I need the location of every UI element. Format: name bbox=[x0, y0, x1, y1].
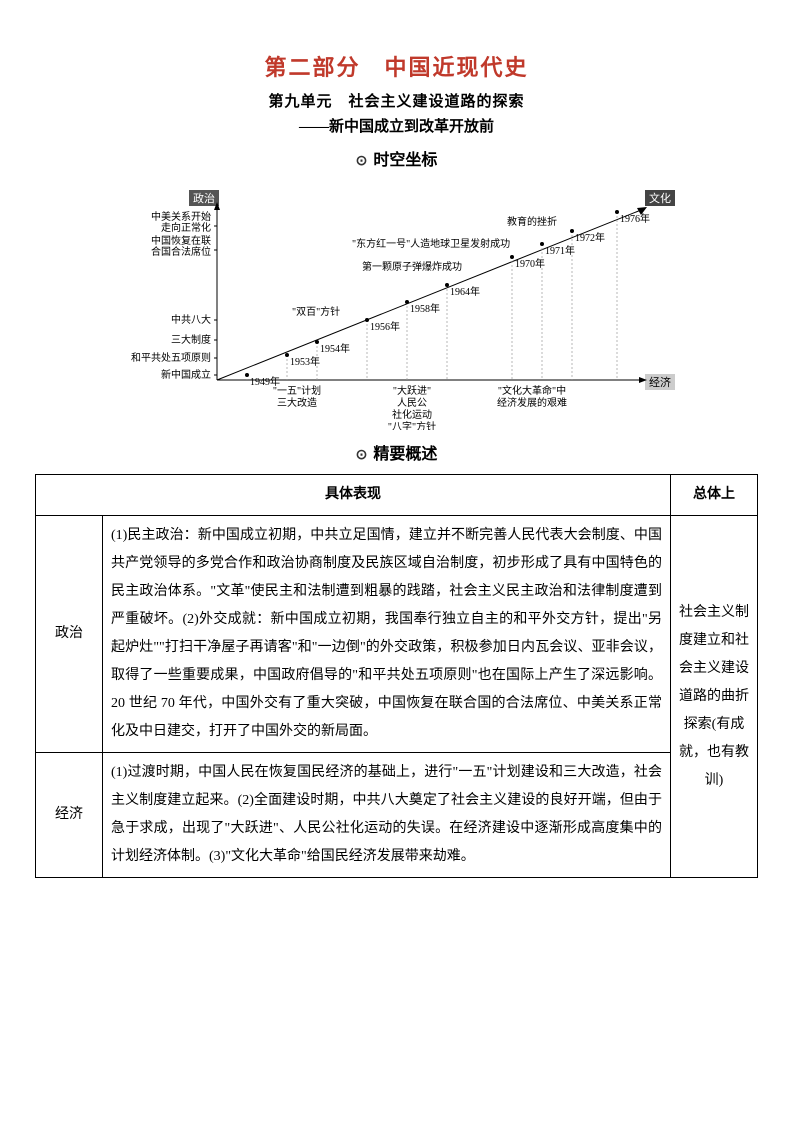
summary-table: 具体表现 总体上 政治 (1)民主政治：新中国成立初期，中共立足国情，建立并不断… bbox=[35, 474, 758, 878]
table-header-row: 具体表现 总体上 bbox=[36, 475, 758, 516]
svg-text:和平共处五项原则: 和平共处五项原则 bbox=[131, 351, 211, 364]
svg-text:三大制度: 三大制度 bbox=[171, 333, 211, 346]
svg-text:"大跃进": "大跃进" bbox=[392, 384, 430, 397]
svg-text:"文化大革命"中: "文化大革命"中 bbox=[497, 384, 565, 397]
svg-text:1958年: 1958年 bbox=[410, 302, 440, 315]
svg-text:新中国成立: 新中国成立 bbox=[161, 368, 211, 381]
svg-text:人民公: 人民公 bbox=[397, 397, 427, 409]
svg-text:文化: 文化 bbox=[649, 191, 671, 205]
svg-text:社化运动: 社化运动 bbox=[392, 408, 432, 421]
svg-text:中美关系开始: 中美关系开始 bbox=[151, 210, 211, 223]
unit-title: 第九单元 社会主义建设道路的探索 bbox=[35, 90, 758, 111]
content-cell: (1)过渡时期，中国人民在恢复国民经济的基础上，进行"一五"计划建设和三大改造，… bbox=[103, 753, 671, 878]
category-cell: 经济 bbox=[36, 753, 103, 878]
content-cell: (1)民主政治：新中国成立初期，中共立足国情，建立并不断完善人民代表大会制度、中… bbox=[103, 516, 671, 753]
section-header-2: 精要概述 bbox=[35, 440, 758, 464]
header-col2: 具体表现 bbox=[36, 475, 671, 516]
section-header-1: 时空坐标 bbox=[35, 146, 758, 170]
svg-text:三大改造: 三大改造 bbox=[277, 396, 317, 409]
svg-text:1970年: 1970年 bbox=[515, 257, 545, 270]
svg-text:"双百"方针: "双百"方针 bbox=[292, 305, 340, 318]
timeline-chart: 政治文化经济1949年1953年1954年1956年1958年1964年1970… bbox=[117, 180, 677, 430]
svg-text:1976年: 1976年 bbox=[620, 212, 650, 225]
header-col3: 总体上 bbox=[671, 475, 758, 516]
table-row: 经济 (1)过渡时期，中国人民在恢复国民经济的基础上，进行"一五"计划建设和三大… bbox=[36, 753, 758, 878]
svg-text:经济发展的艰难: 经济发展的艰难 bbox=[497, 396, 567, 409]
svg-text:走向正常化: 走向正常化 bbox=[161, 221, 211, 234]
svg-text:"东方红一号"人造地球卫星发射成功: "东方红一号"人造地球卫星发射成功 bbox=[352, 237, 510, 250]
svg-text:1971年: 1971年 bbox=[545, 244, 575, 257]
svg-text:1954年: 1954年 bbox=[320, 342, 350, 355]
svg-text:教育的挫折: 教育的挫折 bbox=[507, 215, 557, 228]
svg-text:第一颗原子弹爆炸成功: 第一颗原子弹爆炸成功 bbox=[362, 260, 462, 273]
svg-text:合国合法席位: 合国合法席位 bbox=[151, 245, 211, 258]
overall-cell: 社会主义制度建立和社会主义建设道路的曲折探索(有成就，也有教训) bbox=[671, 516, 758, 878]
svg-text:中共八大: 中共八大 bbox=[171, 313, 211, 326]
svg-text:1972年: 1972年 bbox=[575, 231, 605, 244]
category-cell: 政治 bbox=[36, 516, 103, 753]
main-title: 第二部分 中国近现代史 bbox=[35, 50, 758, 82]
svg-text:"八字"方针: "八字"方针 bbox=[387, 420, 435, 430]
svg-text:1953年: 1953年 bbox=[290, 355, 320, 368]
svg-text:经济: 经济 bbox=[649, 375, 671, 389]
svg-text:政治: 政治 bbox=[193, 191, 215, 205]
svg-text:"一五"计划: "一五"计划 bbox=[272, 384, 320, 397]
svg-text:1956年: 1956年 bbox=[370, 320, 400, 333]
svg-text:中国恢复在联: 中国恢复在联 bbox=[151, 234, 211, 247]
table-row: 政治 (1)民主政治：新中国成立初期，中共立足国情，建立并不断完善人民代表大会制… bbox=[36, 516, 758, 753]
svg-text:1964年: 1964年 bbox=[450, 285, 480, 298]
unit-subtitle: ——新中国成立到改革开放前 bbox=[35, 115, 758, 136]
